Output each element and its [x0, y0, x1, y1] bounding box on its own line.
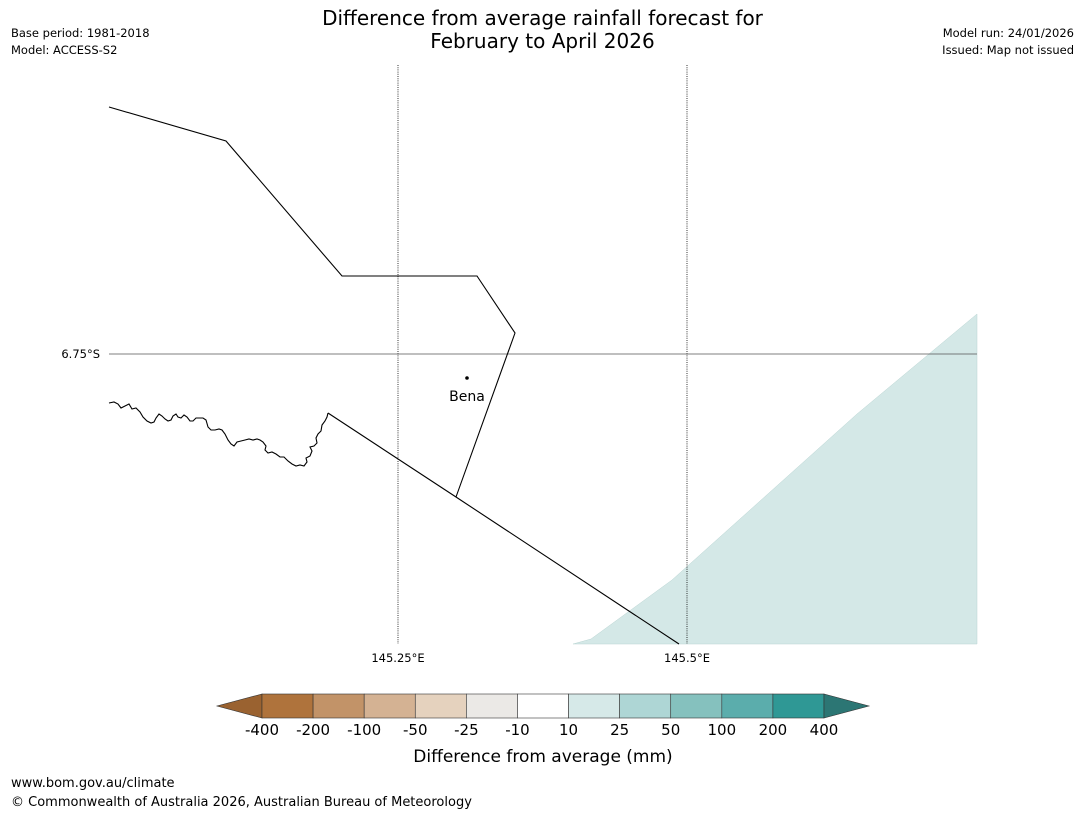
colorbar-label: Difference from average (mm)	[413, 747, 672, 767]
colorbar-bin	[619, 693, 672, 719]
colorbar-extend-low	[215, 693, 263, 719]
colorbar-bin	[312, 693, 365, 719]
colorbar-tick-label: -10	[505, 721, 530, 739]
colorbar-tick-label: -100	[347, 721, 381, 739]
longitude-label-145-5: 145.5°E	[664, 651, 710, 665]
model-name: Model: ACCESS-S2	[11, 43, 118, 57]
copyright-notice: © Commonwealth of Australia 2026, Austra…	[11, 795, 472, 810]
model-info: Base period: 1981-2018 Model: ACCESS-S2	[11, 25, 150, 59]
colorbar-tick-label: -400	[245, 721, 279, 739]
website-url[interactable]: www.bom.gov.au/climate	[11, 776, 175, 791]
colorbar-tick-label: -50	[403, 721, 428, 739]
colorbar-extend-high	[823, 693, 871, 719]
colorbar-bin	[670, 693, 723, 719]
title-line-1: Difference from average rainfall forecas…	[322, 6, 763, 30]
river-line	[108, 401, 329, 467]
rainfall-shading-10-25	[572, 313, 978, 645]
colorbar-bin	[363, 693, 416, 719]
colorbar: -400 -200 -100 -50 -25 -10 10 25 50 100 200 400	[215, 693, 871, 739]
colorbar-tick-label: 10	[559, 721, 578, 739]
run-info: Model run: 24/01/2026 Issued: Map not is…	[942, 25, 1074, 59]
issued-status: Issued: Map not issued	[942, 43, 1074, 57]
map-title: Difference from average rainfall forecas…	[0, 7, 1085, 53]
colorbar-bin	[517, 693, 569, 719]
colorbar-bin	[414, 693, 467, 719]
colorbar-bin	[466, 693, 518, 719]
colorbar-bin	[261, 693, 314, 719]
province-boundary	[108, 106, 516, 498]
colorbar-tick-label: -25	[454, 721, 479, 739]
title-line-2: February to April 2026	[430, 29, 655, 53]
model-run: Model run: 24/01/2026	[942, 26, 1074, 40]
longitude-label-145-25: 145.25°E	[371, 651, 424, 665]
colorbar-tick-label: 25	[610, 721, 629, 739]
province-boundary-south	[327, 412, 680, 645]
colorbar-tick-label: 400	[810, 721, 839, 739]
latitude-label: 6.75°S	[61, 347, 100, 361]
bena-label: Bena	[449, 389, 485, 405]
colorbar-tick-label: 50	[661, 721, 680, 739]
colorbar-tick-label: -200	[296, 721, 330, 739]
bena-marker	[465, 376, 469, 380]
colorbar-bin	[721, 693, 774, 719]
colorbar-bin	[772, 693, 825, 719]
colorbar-bin	[568, 693, 620, 719]
base-period: Base period: 1981-2018	[11, 26, 150, 40]
colorbar-tick-label: 200	[759, 721, 788, 739]
colorbar-tick-label: 100	[707, 721, 736, 739]
